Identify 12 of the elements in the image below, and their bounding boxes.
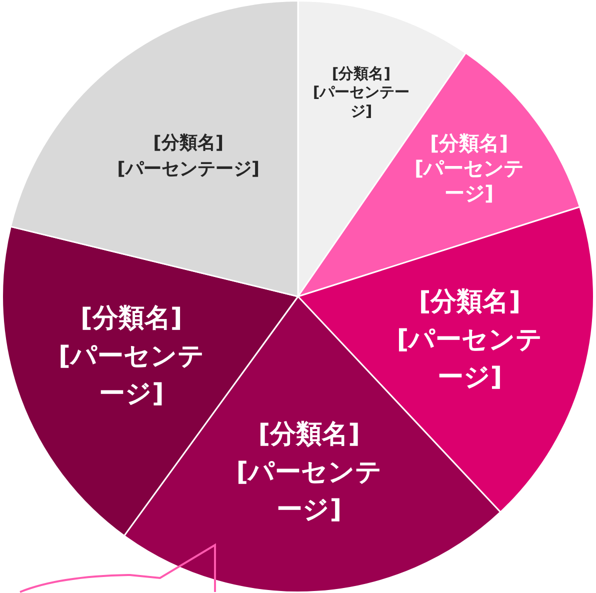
data-label: [パーセンテージ] (414, 156, 524, 205)
slice-label: [分類名] (418, 287, 521, 318)
data-label: [パーセンテージ] (396, 324, 543, 393)
data-label: [パーセンテージ] (58, 341, 204, 410)
slice-label: [分類名] (332, 64, 391, 82)
slice-label: [分類名] (430, 130, 508, 155)
slice-label: [分類名] (80, 304, 182, 334)
data-label: [パーセンテージ] (312, 83, 410, 120)
data-label: [パーセンテージ] (236, 457, 382, 526)
slice-label: [分類名] (153, 132, 224, 154)
slice-label: [分類名] (258, 420, 360, 450)
data-label: [パーセンテージ] (117, 158, 260, 180)
